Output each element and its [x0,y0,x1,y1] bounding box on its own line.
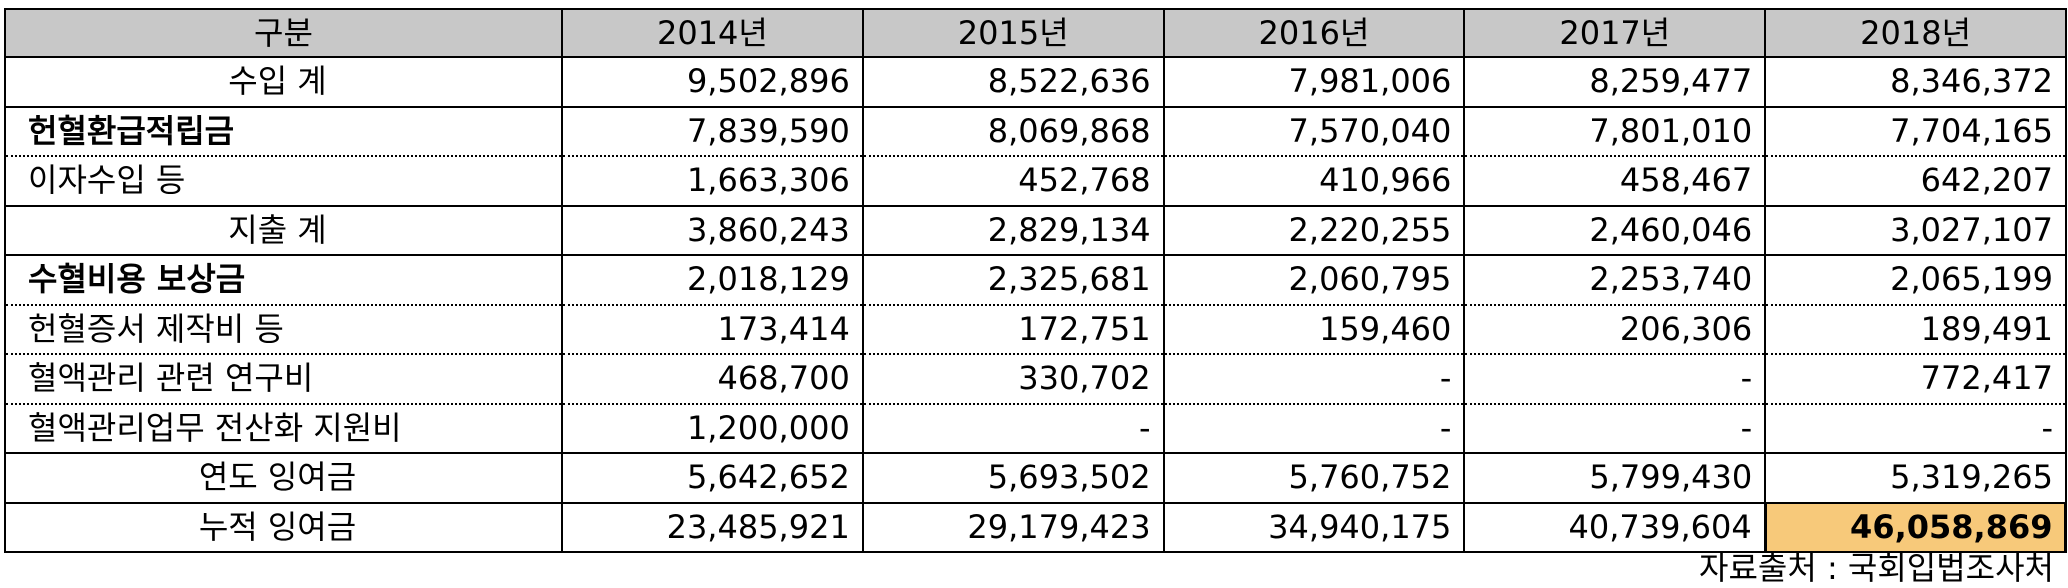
cell-2018: 5,319,265 [1764,452,2067,504]
cell-2016: 34,940,175 [1162,501,1466,553]
cell-2016: 2,220,255 [1162,204,1466,256]
row-label: 혈액관리 관련 연구비 [4,354,563,405]
cell-2017: - [1463,354,1767,405]
row-transfusion-compensation: 수혈비용 보상금 2,018,129 2,325,681 2,060,795 2… [4,255,2067,306]
cell-2018: 8,346,372 [1764,56,2067,108]
row-cumulative-surplus: 누적 잉여금 23,485,921 29,179,423 34,940,175 … [4,501,2068,553]
cell-2018: 189,491 [1764,304,2067,355]
cell-2014: 2,018,129 [561,255,864,306]
cell-2015: 2,325,681 [861,255,1165,306]
cell-2015: 2,829,134 [861,204,1165,256]
header-year-2016: 2016년 [1162,8,1466,58]
cell-2018: 7,704,165 [1764,106,2067,157]
cell-2017: 2,253,740 [1463,255,1767,306]
cell-2017: 7,801,010 [1463,106,1767,157]
row-expense-total: 지출 계 3,860,243 2,829,134 2,220,255 2,460… [4,204,2067,256]
cell-2018: 772,417 [1764,354,2067,405]
cell-2014: 3,860,243 [561,204,864,256]
source-note: 자료출처 : 국회입법조사처 [1699,549,2054,587]
row-annual-surplus: 연도 잉여금 5,642,652 5,693,502 5,760,752 5,7… [4,452,2067,504]
cell-2014: 173,414 [561,304,864,355]
cell-2018: 2,065,199 [1764,255,2067,306]
cell-2016: 5,760,752 [1162,452,1466,504]
cell-2016: 7,570,040 [1162,106,1466,157]
cell-2015: 8,522,636 [861,56,1165,108]
cell-2016: 159,460 [1162,304,1466,355]
header-year-2015: 2015년 [861,8,1165,58]
row-label: 수혈비용 보상금 [4,255,563,306]
cell-2014: 23,485,921 [561,501,864,553]
cell-2015: 29,179,423 [861,501,1165,553]
cell-2014: 9,502,896 [561,56,864,108]
cell-2017: 206,306 [1463,304,1767,355]
cell-2015: 8,069,868 [861,106,1165,157]
row-label: 헌혈증서 제작비 등 [4,304,563,355]
cell-2014: 1,200,000 [561,403,864,454]
cell-2017: 8,259,477 [1463,56,1767,108]
row-it-support-cost: 혈액관리업무 전산화 지원비 1,200,000 - - - - [4,403,2067,454]
cell-2014: 5,642,652 [561,452,864,504]
row-label: 수입 계 [4,56,563,108]
cell-2016: - [1162,354,1466,405]
cell-2016: 2,060,795 [1162,255,1466,306]
cell-2015: 5,693,502 [861,452,1165,504]
cell-2018: 642,207 [1764,156,2067,207]
header-year-2018: 2018년 [1764,8,2067,58]
row-income-total: 수입 계 9,502,896 8,522,636 7,981,006 8,259… [4,56,2067,108]
header-row: 구분 2014년 2015년 2016년 2017년 2018년 [4,8,2067,58]
finance-table: 구분 2014년 2015년 2016년 2017년 2018년 수입 계 9,… [4,8,2068,553]
cell-2018: - [1764,403,2067,454]
row-donation-refund-reserve: 헌혈환급적립금 7,839,590 8,069,868 7,570,040 7,… [4,106,2067,157]
row-label: 누적 잉여금 [4,501,563,553]
cell-2017: 40,739,604 [1463,501,1767,553]
row-label: 지출 계 [4,204,563,256]
highlighted-cell-2018: 46,058,869 [1763,501,2068,553]
header-category: 구분 [4,8,563,58]
row-label: 이자수입 등 [4,156,563,207]
row-interest-income: 이자수입 등 1,663,306 452,768 410,966 458,467… [4,156,2067,207]
row-research-cost: 혈액관리 관련 연구비 468,700 330,702 - - 772,417 [4,354,2067,405]
cell-2016: 7,981,006 [1162,56,1466,108]
cell-2014: 1,663,306 [561,156,864,207]
cell-2014: 7,839,590 [561,106,864,157]
cell-2015: 452,768 [861,156,1165,207]
cell-2016: - [1162,403,1466,454]
header-year-2014: 2014년 [561,8,864,58]
cell-2017: 5,799,430 [1463,452,1767,504]
cell-2016: 410,966 [1162,156,1466,207]
cell-2017: 2,460,046 [1463,204,1767,256]
cell-2014: 468,700 [561,354,864,405]
header-year-2017: 2017년 [1463,8,1767,58]
cell-2015: 172,751 [861,304,1165,355]
cell-2015: - [861,403,1165,454]
row-label: 연도 잉여금 [4,452,563,504]
row-label: 혈액관리업무 전산화 지원비 [4,403,563,454]
cell-2015: 330,702 [861,354,1165,405]
cell-2017: 458,467 [1463,156,1767,207]
cell-2017: - [1463,403,1767,454]
row-certificate-cost: 헌혈증서 제작비 등 173,414 172,751 159,460 206,3… [4,304,2067,355]
row-label: 헌혈환급적립금 [4,106,563,157]
cell-2018: 3,027,107 [1764,204,2067,256]
